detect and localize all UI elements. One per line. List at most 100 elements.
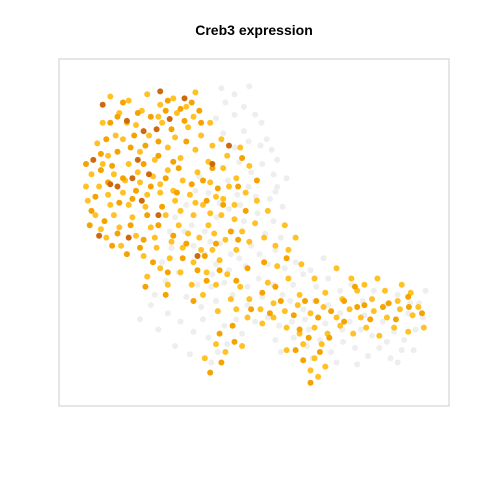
- scatter-point-mid: [277, 298, 284, 304]
- scatter-point-none: [313, 283, 320, 290]
- scatter-point-low: [307, 310, 314, 317]
- scatter-point-low: [220, 195, 227, 202]
- scatter-point-none: [370, 287, 377, 294]
- scatter-point-mid: [116, 199, 123, 206]
- scatter-point-mid: [341, 318, 348, 325]
- scatter-point-low: [264, 207, 271, 214]
- scatter-point-low: [96, 183, 103, 190]
- scatter-point-none: [227, 251, 234, 258]
- scatter-point-none: [300, 271, 307, 278]
- scatter-point-none: [346, 318, 353, 325]
- scatter-point-low: [363, 324, 370, 331]
- scatter-point-low: [264, 279, 271, 286]
- scatter-point-low: [196, 234, 203, 241]
- scatter-point-low: [177, 207, 184, 214]
- scatter-point-none: [422, 287, 429, 294]
- scatter-point-none: [268, 146, 275, 153]
- scatter-point-none: [245, 138, 252, 145]
- scatter-point-mid: [214, 185, 221, 192]
- scatter-point-none: [263, 136, 270, 143]
- scatter-point-none: [183, 201, 190, 208]
- scatter-point-high: [96, 232, 103, 239]
- scatter-point-low: [283, 324, 290, 331]
- scatter-point-low: [192, 89, 199, 96]
- scatter-point-none: [391, 328, 398, 335]
- scatter-point-low: [211, 230, 218, 237]
- scatter-point-low: [311, 355, 318, 362]
- scatter-point-none: [207, 238, 214, 245]
- scatter-point-low: [134, 169, 141, 176]
- scatter-point-low: [281, 222, 288, 229]
- scatter-point-none: [240, 128, 247, 135]
- scatter-point-mid: [216, 267, 223, 274]
- scatter-point-low: [120, 189, 126, 196]
- scatter-point-none: [394, 359, 401, 366]
- scatter-point-none: [209, 271, 216, 278]
- scatter-point-low: [318, 341, 325, 348]
- scatter-point-high: [155, 212, 162, 219]
- scatter-point-low: [405, 328, 412, 335]
- scatter-point-none: [325, 302, 332, 309]
- scatter-point-low: [192, 146, 199, 153]
- scatter-point-low: [261, 234, 268, 241]
- scatter-point-none: [248, 169, 255, 176]
- scatter-point-none: [183, 293, 190, 300]
- scatter-point-none: [410, 347, 417, 354]
- scatter-point-low: [110, 171, 117, 178]
- scatter-point-low: [200, 201, 206, 208]
- scatter-point-low: [231, 216, 238, 223]
- scatter-point-low: [357, 314, 364, 321]
- scatter-point-low: [298, 261, 305, 268]
- scatter-point-low: [125, 161, 132, 167]
- scatter-point-none: [270, 218, 277, 225]
- scatter-point-low: [311, 324, 318, 331]
- scatter-point-none: [231, 144, 238, 151]
- scatter-point-none: [369, 332, 375, 339]
- scatter-point-low: [231, 201, 238, 208]
- scatter-point-mid: [137, 244, 143, 251]
- scatter-point-high: [157, 88, 164, 95]
- scatter-point-low: [147, 224, 154, 231]
- scatter-point-mid: [103, 136, 110, 143]
- scatter-point-none: [333, 359, 340, 366]
- scatter-point-mid: [140, 161, 147, 167]
- scatter-point-low: [83, 183, 89, 190]
- scatter-point-mid: [227, 228, 234, 235]
- scatter-point-none: [379, 318, 386, 325]
- scatter-point-low: [420, 324, 427, 331]
- scatter-point-mid: [170, 232, 177, 239]
- scatter-point-low: [383, 314, 390, 321]
- scatter-point-high: [146, 171, 152, 178]
- scatter-point-mid: [315, 314, 322, 321]
- scatter-point-low: [144, 273, 151, 280]
- scatter-point-low: [233, 175, 240, 182]
- scatter-point-low: [374, 275, 381, 282]
- scatter-point-none: [252, 111, 259, 118]
- scatter-point-mid: [155, 222, 162, 229]
- scatter-point-low: [159, 119, 166, 126]
- scatter-point-low: [272, 242, 279, 249]
- scatter-point-low: [118, 242, 125, 249]
- scatter-point-low: [376, 332, 383, 339]
- scatter-point-none: [177, 318, 184, 325]
- scatter-point-none: [276, 322, 282, 329]
- scatter-point-mid: [201, 253, 208, 259]
- scatter-point-mid: [120, 99, 126, 106]
- scatter-point-low: [177, 269, 184, 276]
- scatter-point-low: [92, 212, 99, 219]
- scatter-point-none: [325, 275, 332, 282]
- scatter-point-none: [259, 161, 266, 167]
- scatter-point-none: [256, 251, 263, 258]
- scatter-point-low: [237, 283, 244, 290]
- scatter-point-none: [290, 281, 297, 288]
- scatter-point-none: [259, 293, 266, 300]
- scatter-point-low: [346, 306, 353, 313]
- scatter-point-mid: [133, 187, 139, 194]
- scatter-point-none: [194, 281, 201, 288]
- scatter-point-high: [153, 126, 160, 133]
- scatter-point-none: [205, 334, 212, 341]
- scatter-point-none: [205, 189, 212, 196]
- scatter-point-none: [172, 343, 179, 349]
- scatter-point-low: [110, 212, 117, 219]
- scatter-point-low: [151, 156, 158, 163]
